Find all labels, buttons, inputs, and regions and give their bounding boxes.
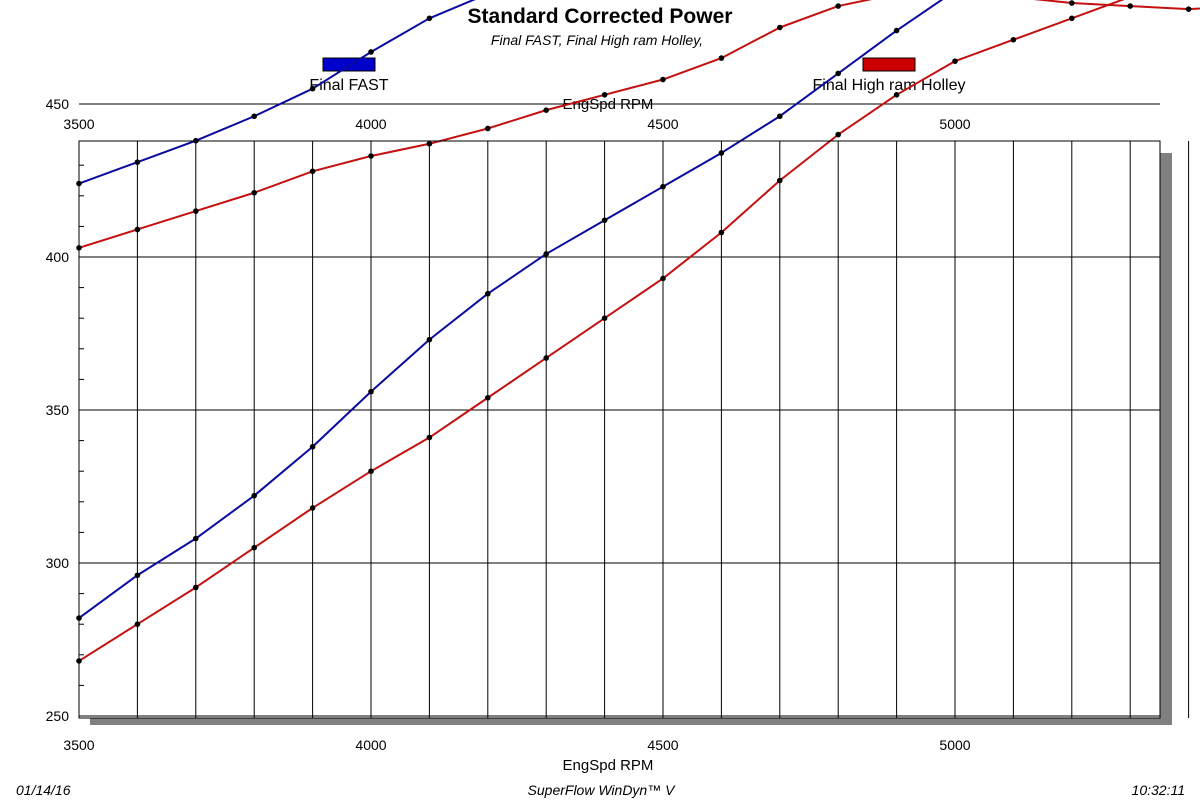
data-point (251, 113, 257, 120)
data-point (952, 58, 958, 64)
data-point (1185, 6, 1192, 12)
data-point (193, 535, 199, 542)
y-tick-label: 250 (46, 708, 70, 724)
series-line (78, 0, 944, 619)
data-point (485, 394, 491, 401)
data-point (660, 76, 666, 83)
chart-subtitle: Final FAST, Final High ram Holley, (491, 32, 703, 48)
data-point (251, 544, 257, 551)
series-4 (76, 0, 1125, 664)
y-tick-label: 350 (46, 402, 70, 418)
data-point (1010, 36, 1017, 43)
x-tick-label-bottom: 3500 (63, 737, 94, 753)
x-tick-label-top: 4500 (647, 116, 678, 132)
footer-software: SuperFlow WinDyn™ V (528, 782, 677, 798)
series-line (78, 0, 1125, 662)
data-point (309, 443, 316, 450)
data-point (485, 125, 491, 132)
data-point (485, 290, 491, 297)
x-axis-ticks: 3500350040004000450045005000500055005500… (63, 116, 970, 753)
footer-time: 10:32:11 (1132, 782, 1185, 798)
data-point (251, 189, 257, 196)
data-point (193, 584, 199, 591)
x-tick-label-top: 5000 (939, 116, 970, 132)
data-point (134, 572, 141, 579)
data-point (368, 153, 374, 159)
plot-area (79, 141, 1160, 718)
data-point (251, 492, 257, 499)
data-point (426, 140, 433, 147)
data-point (309, 505, 316, 511)
x-tick-label-bottom: 5000 (939, 737, 970, 753)
data-point (718, 150, 725, 156)
data-point (777, 113, 783, 120)
y-axis-ticks: 250300350400450500550600 (46, 96, 87, 724)
legend-swatch-final-fast (322, 57, 376, 72)
data-point (543, 107, 549, 113)
x-tick-label-top: 3500 (63, 116, 94, 132)
data-point (426, 15, 433, 22)
legend: Final FAST Final High ram Holley (309, 57, 966, 94)
chart-title: Standard Corrected Power (468, 5, 733, 28)
data-point (426, 336, 433, 343)
data-point (1069, 15, 1075, 22)
data-point (601, 315, 608, 322)
series-1 (76, 0, 944, 621)
series-0 (76, 0, 476, 187)
data-point (309, 85, 316, 92)
data-point (134, 159, 141, 165)
data-point (777, 177, 783, 184)
data-point (193, 208, 199, 214)
data-point (601, 92, 608, 98)
y-tick-label: 450 (46, 96, 70, 112)
data-point (426, 434, 433, 441)
footer-date: 01/14/16 (16, 782, 71, 798)
legend-label-final-high-ram-holley: Final High ram Holley (813, 77, 966, 94)
legend-label-final-fast: Final FAST (309, 77, 388, 94)
data-point (1069, 0, 1075, 6)
legend-swatch-final-high-ram-holley (862, 57, 916, 72)
data-point (893, 92, 900, 98)
data-point (660, 183, 666, 190)
data-point (835, 3, 841, 9)
data-point (893, 27, 900, 34)
x-axis-label-bottom: EngSpd RPM (563, 757, 654, 774)
data-point (134, 226, 141, 233)
y-tick-label: 300 (46, 555, 70, 571)
data-point (134, 621, 141, 627)
series-line (78, 0, 476, 185)
x-tick-label-bottom: 4000 (355, 737, 386, 753)
data-point (1127, 3, 1133, 9)
data-point (718, 55, 725, 61)
y-tick-label: 400 (46, 249, 70, 265)
x-tick-label-bottom: 4500 (647, 737, 678, 753)
data-point (835, 70, 841, 77)
data-point (660, 275, 666, 282)
data-point (835, 131, 841, 138)
data-point (368, 468, 374, 475)
data-point (368, 388, 374, 395)
plot-border (78, 140, 1161, 719)
data-point (543, 251, 549, 257)
data-point (543, 355, 549, 361)
data-point (368, 49, 374, 55)
data-point (777, 24, 783, 31)
data-point (309, 168, 316, 175)
data-point (601, 217, 608, 224)
series-group (76, 0, 1200, 664)
x-tick-label-top: 4000 (355, 116, 386, 132)
data-point (718, 229, 725, 236)
